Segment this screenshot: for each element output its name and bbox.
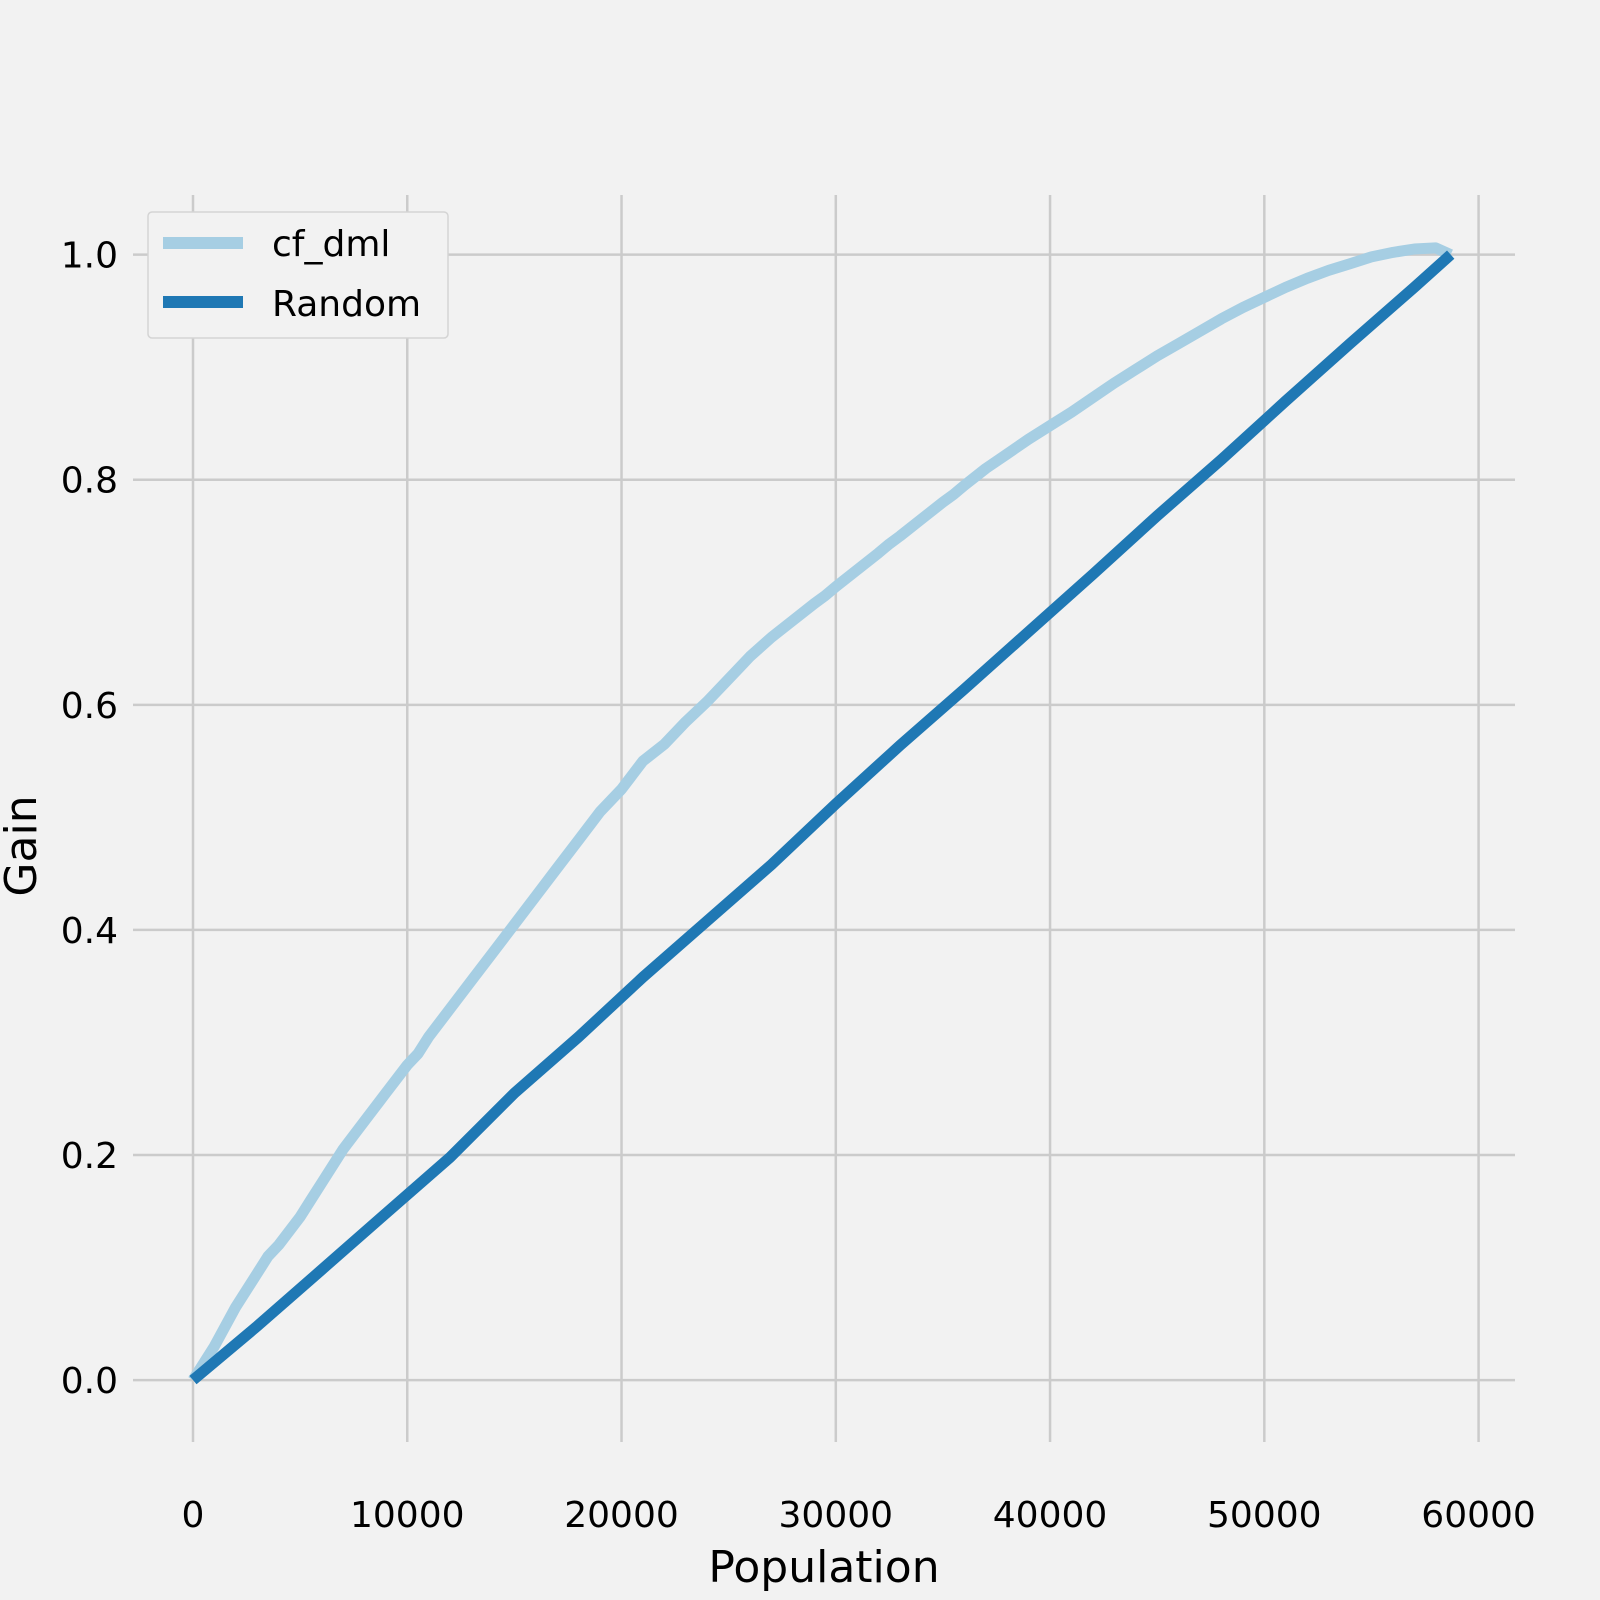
y-tick-labels: 0.0 0.2 0.4 0.6 0.8 1.0 — [61, 236, 118, 1402]
x-tick-label: 10000 — [350, 1495, 465, 1536]
legend: cf_dml Random — [147, 211, 449, 339]
y-tick-label: 0.6 — [61, 686, 118, 727]
legend-label-1: Random — [272, 284, 421, 325]
x-tick-label: 30000 — [779, 1495, 894, 1536]
series-line-cf-dml — [188, 242, 1453, 1384]
grid-lines — [133, 195, 1515, 1442]
x-tick-label: 50000 — [1207, 1495, 1322, 1536]
series-lines — [188, 242, 1455, 1385]
y-tick-label: 0.0 — [61, 1361, 118, 1402]
y-tick-label: 0.2 — [61, 1136, 118, 1177]
x-tick-label: 40000 — [993, 1495, 1108, 1536]
series-line-random — [189, 250, 1455, 1385]
y-tick-label: 1.0 — [61, 236, 118, 277]
legend-label-0: cf_dml — [272, 224, 390, 265]
x-tick-labels: 0 10000 20000 30000 40000 50000 60000 — [182, 1495, 1536, 1536]
x-tick-label: 20000 — [564, 1495, 679, 1536]
x-tick-label: 60000 — [1421, 1495, 1536, 1536]
y-tick-label: 0.8 — [61, 461, 118, 502]
y-tick-label: 0.4 — [61, 911, 118, 952]
x-tick-label: 0 — [182, 1495, 205, 1536]
x-axis-label: Population — [708, 1542, 939, 1593]
y-axis-label: Gain — [0, 795, 47, 896]
